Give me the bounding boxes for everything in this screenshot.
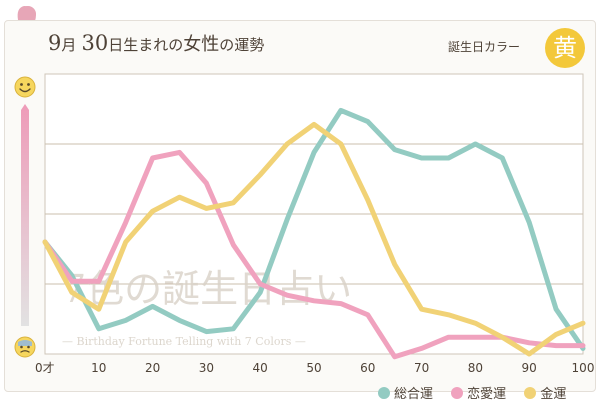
title-fortune: の運勢: [219, 36, 265, 54]
legend-label-love: 恋愛運: [467, 387, 507, 402]
x-tick-label: 80: [468, 361, 483, 375]
title-month-unit: 月: [61, 36, 77, 54]
x-tick-label: 100: [572, 361, 595, 375]
legend-dot-money: [524, 387, 537, 399]
x-tick-label: 40: [253, 361, 268, 375]
title-gender: 女性: [183, 34, 220, 55]
series-line-money: [42, 121, 586, 357]
x-tick-label: 30: [199, 361, 214, 375]
legend-label-money: 金運: [540, 387, 567, 402]
legend: 総合運 恋愛運 金運: [378, 383, 566, 402]
legend-label-overall: 総合運: [394, 387, 434, 402]
x-tick-label: 60: [360, 361, 375, 375]
watermark-sub: — Birthday Fortune Telling with 7 Colors…: [62, 335, 306, 348]
legend-dot-overall: [378, 387, 390, 399]
legend-item-overall: 総合運: [378, 387, 433, 402]
birth-color-label: 誕生日カラー: [448, 40, 521, 54]
x-tick-label: 70: [414, 361, 429, 375]
x-tick-label: 50: [306, 361, 321, 375]
page-title: 9月 30日生まれの女性の運勢: [48, 30, 264, 60]
x-tick-label: 90: [522, 361, 537, 375]
mood-gradient-bar: [21, 104, 29, 326]
title-day: 30: [81, 31, 109, 55]
title-born: 日生まれの: [108, 36, 184, 54]
x-tick-label: 10: [91, 361, 106, 375]
smile-face-icon: [14, 76, 36, 98]
legend-item-love: 恋愛運: [451, 387, 506, 402]
worried-face-icon: [14, 336, 36, 358]
series-line-overall: [42, 107, 586, 351]
birth-color-badge: 黄: [545, 28, 585, 68]
x-tick-label: 0才: [35, 361, 55, 375]
legend-dot-love: [451, 387, 464, 399]
legend-item-money: 金運: [524, 387, 566, 402]
title-month: 9: [48, 31, 62, 55]
x-tick-label: 20: [145, 361, 160, 375]
series-line-love: [42, 149, 586, 360]
